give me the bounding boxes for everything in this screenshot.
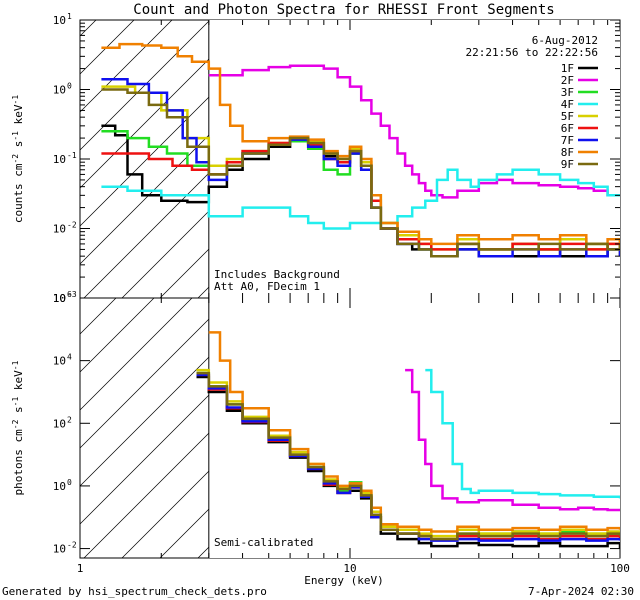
- hatch-line: [80, 298, 193, 411]
- date-label: 6-Aug-2012: [532, 34, 598, 47]
- y-tick-exponent: 1: [67, 12, 72, 21]
- y-tick-label: 10: [53, 355, 66, 368]
- hatch-line: [80, 298, 117, 335]
- bottom-hatch-region: [80, 298, 620, 558]
- legend-label-6f: 6F: [561, 122, 574, 135]
- note-background: Includes Background: [214, 268, 340, 281]
- hatch-mask: [208, 298, 620, 558]
- bottom-panel-series: [196, 331, 620, 549]
- y-tick-exponent: 0: [67, 82, 72, 91]
- y-tick-label: 10: [53, 543, 66, 556]
- series-line-4f-top: [101, 168, 620, 230]
- series-line-2f-bottom: [405, 368, 620, 512]
- y-tick-label: 10: [53, 223, 66, 236]
- y-tick-exponent: 2: [67, 415, 72, 424]
- legend-label-1f: 1F: [561, 62, 574, 75]
- y-tick-label: 10: [53, 14, 66, 27]
- legend-label-3f: 3F: [561, 86, 574, 99]
- chart-title: Count and Photon Spectra for RHESSI Fron…: [133, 2, 554, 18]
- bottom-y-axis-label: photons cm-2 s-1 keV-1: [11, 360, 25, 495]
- y-tick-label: 10: [53, 480, 66, 493]
- top-y-axis-label: counts cm-2 s-1 keV-1: [11, 95, 25, 223]
- series-line-9f-top: [101, 88, 620, 258]
- x-tick-label: 100: [610, 562, 630, 575]
- hatch-line: [80, 20, 211, 151]
- y-tick-label: 10: [53, 417, 66, 430]
- x-axis-label: Energy (keV): [304, 574, 383, 587]
- hatch-line: [80, 20, 173, 113]
- y-tick-label: 10: [53, 292, 66, 305]
- legend-label-7f: 7F: [561, 134, 574, 147]
- x-tick-label: 10: [343, 562, 356, 575]
- legend-label-9f: 9F: [561, 158, 574, 171]
- x-tick-label: 1: [77, 562, 84, 575]
- legend-label-2f: 2F: [561, 74, 574, 87]
- y-tick-exponent: 0: [67, 478, 72, 487]
- hatch-line: [80, 298, 155, 373]
- series-line-9f-bottom: [196, 371, 620, 541]
- y-tick-exponent: -2: [67, 541, 77, 550]
- note-semi-calibrated: Semi-calibrated: [214, 536, 313, 549]
- y-tick-label: 10: [53, 84, 66, 97]
- y-tick-exponent: -3: [67, 290, 77, 299]
- legend-label-8f: 8F: [561, 146, 574, 159]
- y-tick-label: 10: [53, 153, 66, 166]
- legend-label-4f: 4F: [561, 98, 574, 111]
- y-tick-exponent: 4: [67, 353, 72, 362]
- y-tick-exponent: 6: [67, 290, 72, 299]
- time-range-label: 22:21:56 to 22:22:56: [466, 46, 598, 59]
- footer-timestamp: 7-Apr-2024 02:30: [528, 585, 634, 598]
- y-tick-label: 10: [53, 292, 66, 305]
- series-line-2f-top: [208, 64, 620, 199]
- y-tick-exponent: -2: [67, 221, 77, 230]
- note-attenuator: Att A0, FDecim 1: [214, 280, 320, 293]
- series-line-4f-bottom: [425, 368, 620, 499]
- footer-generated-by: Generated by hsi_spectrum_check_dets.pro: [2, 585, 267, 598]
- legend-label-5f: 5F: [561, 110, 574, 123]
- top-panel-series: [101, 42, 620, 258]
- y-tick-exponent: -1: [67, 151, 77, 160]
- axes: 10 -310 -210 -110 010 110 -210 010 210 410 61 10 100: [53, 12, 630, 575]
